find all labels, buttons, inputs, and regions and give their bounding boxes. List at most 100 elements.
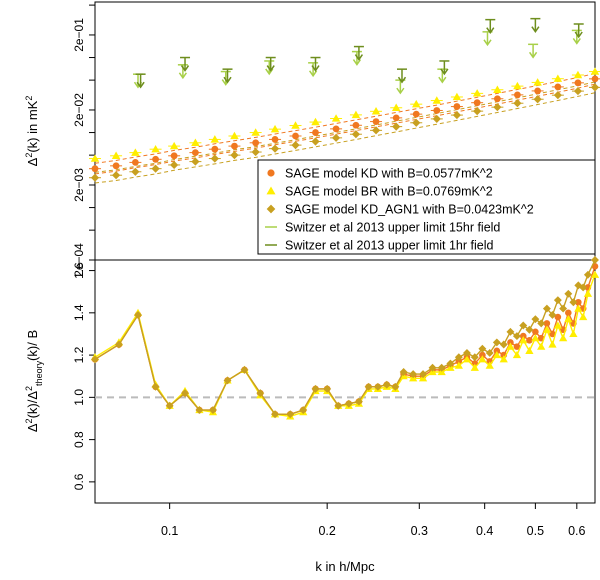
top-point-2-17 bbox=[432, 114, 441, 123]
top-point-2-22 bbox=[533, 95, 542, 104]
legend-swatch-1 bbox=[266, 186, 276, 195]
bottom-point-2-10 bbox=[256, 389, 265, 398]
top-panel: 2e−04 2e−03 2e−02 2e−01 SAGE model KD with … bbox=[72, 1, 600, 277]
top-point-2-25 bbox=[590, 83, 600, 92]
bottom-point-2-9 bbox=[240, 365, 249, 374]
upper-limit-4-2 bbox=[222, 68, 233, 84]
top-y-axis: 2e−04 2e−03 2e−02 2e−01 bbox=[72, 4, 95, 277]
bottom-point-2-6 bbox=[195, 406, 204, 414]
bottom-point-2-42 bbox=[542, 304, 551, 313]
bottom-point-1-48 bbox=[574, 304, 583, 312]
bottom-point-2-18 bbox=[354, 397, 363, 406]
top-point-1-15 bbox=[391, 103, 401, 111]
top-point-1-5 bbox=[191, 138, 200, 146]
top-point-0-14 bbox=[372, 118, 380, 125]
top-point-1-18 bbox=[452, 92, 462, 101]
bottom-point-2-32 bbox=[478, 344, 487, 353]
upper-limit-3-9 bbox=[528, 43, 539, 59]
bottom-point-0-38 bbox=[519, 332, 527, 340]
bottom-point-1-31 bbox=[470, 363, 479, 371]
top-y-tick-label-1: 2e−03 bbox=[72, 168, 86, 202]
bottom-point-2-13 bbox=[299, 406, 308, 414]
top-point-0-6 bbox=[211, 145, 219, 153]
bottom-point-2-19 bbox=[364, 382, 373, 391]
upper-limit-4-9 bbox=[530, 17, 541, 33]
bottom-series-line-0 bbox=[94, 266, 596, 415]
bottom-point-2-45 bbox=[559, 304, 568, 313]
top-point-2-8 bbox=[251, 147, 260, 157]
top-point-2-21 bbox=[513, 99, 522, 108]
top-point-1-20 bbox=[493, 85, 502, 93]
top-point-1-23 bbox=[553, 74, 563, 82]
top-y-axis-label: Δ2(k) in mK2 bbox=[24, 96, 40, 167]
top-point-0-5 bbox=[192, 149, 199, 157]
top-point-0-25 bbox=[591, 75, 599, 83]
top-point-2-3 bbox=[151, 164, 160, 173]
bottom-point-1-45 bbox=[559, 334, 568, 342]
top-point-1-17 bbox=[432, 96, 442, 104]
upper-limit-4-10 bbox=[573, 23, 584, 39]
top-point-2-20 bbox=[493, 103, 502, 112]
top-point-1-2 bbox=[131, 148, 140, 156]
top-point-2-14 bbox=[371, 126, 381, 135]
upper-limit-4-3 bbox=[265, 56, 276, 72]
top-point-0-21 bbox=[514, 91, 521, 99]
bottom-point-0-43 bbox=[549, 330, 556, 338]
bottom-point-2-41 bbox=[537, 319, 546, 328]
top-point-1-22 bbox=[533, 78, 542, 86]
bottom-point-2-12 bbox=[286, 410, 295, 419]
upper-limit-4-1 bbox=[180, 56, 191, 72]
top-point-2-16 bbox=[412, 118, 421, 127]
x-axis-label: k in h/Mpc bbox=[315, 559, 375, 574]
bottom-point-1-40 bbox=[531, 334, 540, 342]
top-point-2-11 bbox=[311, 137, 320, 146]
bottom-point-1-35 bbox=[499, 355, 508, 363]
top-series-group bbox=[89, 17, 600, 182]
bottom-point-1-47 bbox=[569, 329, 578, 338]
upper-limit-4-6 bbox=[396, 68, 407, 84]
top-point-2-13 bbox=[351, 130, 361, 139]
top-point-1-8 bbox=[251, 128, 260, 136]
bottom-point-2-43 bbox=[548, 310, 557, 319]
top-point-0-12 bbox=[332, 125, 340, 133]
bottom-point-2-47 bbox=[569, 298, 578, 307]
top-point-1-0 bbox=[90, 154, 100, 162]
bottom-point-1-36 bbox=[506, 342, 515, 350]
bottom-point-2-14 bbox=[311, 384, 320, 393]
top-point-0-20 bbox=[493, 95, 501, 103]
bottom-point-1-38 bbox=[519, 336, 528, 344]
top-point-2-15 bbox=[392, 122, 401, 131]
bottom-point-0-39 bbox=[526, 336, 533, 344]
bottom-point-2-21 bbox=[382, 380, 391, 389]
bottom-point-2-30 bbox=[462, 349, 471, 357]
bottom-point-0-32 bbox=[479, 351, 486, 359]
bottom-point-1-42 bbox=[542, 325, 552, 333]
bottom-point-2-28 bbox=[446, 359, 455, 368]
bottom-point-1-37 bbox=[512, 350, 522, 359]
top-series-0 bbox=[89, 75, 600, 173]
bottom-point-2-36 bbox=[506, 327, 515, 336]
bottom-plot-frame bbox=[94, 259, 596, 504]
bottom-y-tick-label-1: 0.8 bbox=[72, 431, 86, 448]
bottom-point-1-30 bbox=[462, 355, 472, 363]
x-tick-label-0: 0.1 bbox=[161, 524, 178, 538]
model-envelope-line-0-0 bbox=[94, 83, 596, 175]
bottom-point-2-33 bbox=[485, 349, 494, 357]
bottom-point-2-4 bbox=[165, 401, 174, 410]
top-point-1-4 bbox=[169, 141, 179, 150]
bottom-point-2-37 bbox=[512, 332, 521, 341]
bottom-point-2-8 bbox=[223, 376, 232, 385]
bottom-point-1-51 bbox=[590, 270, 600, 278]
upper-limit-4-8 bbox=[485, 18, 496, 34]
top-point-2-5 bbox=[191, 157, 200, 166]
top-point-1-21 bbox=[513, 81, 522, 90]
top-point-2-0 bbox=[90, 173, 100, 182]
bottom-series-group bbox=[90, 256, 600, 420]
bottom-point-2-24 bbox=[409, 370, 418, 379]
top-point-2-6 bbox=[210, 154, 219, 163]
top-point-1-25 bbox=[590, 67, 600, 75]
upper-limit-3-8 bbox=[482, 31, 493, 47]
top-point-0-3 bbox=[152, 155, 159, 163]
bottom-point-1-43 bbox=[548, 340, 557, 348]
top-point-2-4 bbox=[170, 160, 179, 170]
